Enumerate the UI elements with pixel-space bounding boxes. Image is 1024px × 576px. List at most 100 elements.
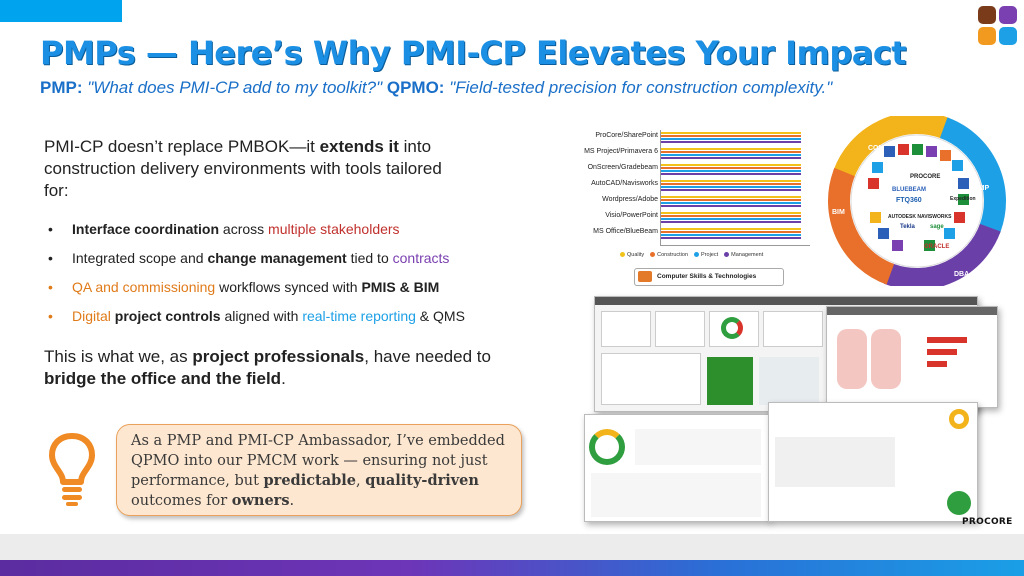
top-accent-tab bbox=[0, 0, 122, 22]
skills-chart-bar bbox=[661, 228, 801, 231]
callout-emphasis-1: predictable bbox=[263, 472, 356, 489]
skills-chart-bar bbox=[661, 196, 801, 199]
donut-chart-icon bbox=[589, 429, 625, 465]
closing-text-1: This is what we, as bbox=[44, 347, 193, 366]
slide-subtitle: PMP: "What does PMI-CP add to my toolkit… bbox=[40, 78, 832, 98]
skills-chart-category-label: Wordpress/Adobe bbox=[602, 196, 658, 203]
skills-chart-bar bbox=[661, 205, 801, 208]
callout-text-1: As a PMP and PMI-CP Ambassador, I’ve emb… bbox=[131, 433, 505, 489]
bullet-marker: • bbox=[48, 250, 53, 266]
intro-paragraph: PMI-CP doesn’t replace PMBOK—it extends … bbox=[44, 136, 464, 202]
bullet-bold: project controls bbox=[114, 308, 221, 324]
schedule-dashboard-screenshot bbox=[768, 402, 978, 522]
bullet-text: workflows synced with bbox=[215, 279, 362, 295]
toolbox-icon bbox=[638, 271, 652, 282]
bullet-bold: PMIS & BIM bbox=[361, 279, 440, 295]
wheel-segment-label: PMP bbox=[974, 185, 990, 192]
legend-label: Management bbox=[731, 252, 764, 258]
legend-label: Quality bbox=[627, 252, 645, 258]
callout-emphasis-2: quality-driven bbox=[365, 472, 479, 489]
skills-chart-category-label: MS Project/Primavera 6 bbox=[584, 148, 658, 155]
callout-text-4: . bbox=[289, 493, 295, 509]
bullet-text: aligned with bbox=[220, 308, 303, 324]
logo-square-orange bbox=[978, 27, 996, 45]
qpmo-quote: "Field-tested precision for construction… bbox=[449, 78, 833, 97]
wheel-segment-label: DBA bbox=[954, 271, 969, 278]
dashboard-tile bbox=[763, 311, 823, 347]
bullet-marker: • bbox=[48, 221, 53, 237]
capability-bullet-list: • Interface coordination across multiple… bbox=[48, 220, 568, 336]
skills-chart-plot bbox=[660, 130, 810, 246]
bullet-text: Integrated scope and bbox=[72, 250, 208, 266]
bullet-item-scope: • Integrated scope and change management… bbox=[48, 249, 568, 278]
dashboard-header bbox=[595, 297, 977, 305]
pmp-label: PMP: bbox=[40, 78, 83, 97]
intro-text-2: into construction delivery environments … bbox=[44, 137, 442, 200]
bullet-bold: change management bbox=[207, 250, 347, 266]
insights-dashboard-screenshot bbox=[584, 414, 770, 522]
lightbulb-icon bbox=[49, 433, 95, 506]
wheel-tool-label: BLUEBEAM bbox=[892, 187, 926, 193]
footer-band bbox=[0, 534, 1024, 560]
skills-chart-category-label: Visio/PowerPoint bbox=[605, 212, 658, 219]
bar-mark bbox=[927, 349, 957, 355]
logo-square-purple bbox=[999, 6, 1017, 24]
bar-mark bbox=[927, 361, 947, 367]
skills-chart-bar bbox=[661, 180, 801, 183]
bullet-highlight: real-time reporting bbox=[302, 308, 416, 324]
brand-logo-icon bbox=[978, 6, 1018, 46]
closing-emphasis-1: project professionals bbox=[192, 347, 365, 366]
dashboard-header bbox=[827, 307, 997, 315]
skills-chart-bar bbox=[661, 138, 801, 141]
callout-emphasis-3: owners bbox=[231, 492, 290, 509]
skills-chart-bar bbox=[661, 167, 801, 170]
pmp-quote: "What does PMI-CP add to my toolkit?" bbox=[87, 78, 383, 97]
legend-swatch bbox=[694, 252, 700, 258]
bullet-highlight: QA and commissioning bbox=[72, 279, 216, 295]
treemap-block bbox=[707, 357, 753, 405]
procore-logo: PROCORE bbox=[962, 517, 1013, 527]
skills-chart-bar bbox=[661, 202, 801, 205]
intro-emphasis: extends it bbox=[319, 137, 399, 156]
donut-chart-icon bbox=[949, 409, 969, 429]
legend-label: Construction bbox=[657, 252, 689, 258]
legend-label: Project bbox=[701, 252, 719, 258]
closing-paragraph: This is what we, as project professional… bbox=[44, 346, 514, 390]
footer-gradient-bar bbox=[0, 560, 1024, 576]
closing-emphasis-2: bridge the office and the field bbox=[44, 369, 282, 388]
skills-chart-bar bbox=[661, 164, 801, 167]
dashboard-chart-panel bbox=[635, 429, 761, 465]
skills-chart-bar bbox=[661, 183, 801, 186]
body-figure-graphic bbox=[837, 329, 867, 389]
wheel-segment-label: BIM bbox=[832, 209, 845, 216]
intro-text-1: PMI-CP doesn’t replace PMBOK—it bbox=[44, 137, 320, 156]
skills-chart-legend: Quality Construction Project Management bbox=[614, 252, 814, 262]
tools-wheel-graphic: PROCORE BLUEBEAM FTQ360 AUTODESK NAVISWO… bbox=[828, 116, 1006, 286]
bullet-highlight: Digital bbox=[72, 308, 115, 324]
skills-chart-bar bbox=[661, 221, 801, 224]
skills-chart-bar bbox=[661, 170, 801, 173]
skills-chart-category-label: OnScreen/Gradebeam bbox=[587, 164, 658, 171]
wheel-tool-label: PROCORE bbox=[910, 174, 940, 180]
skills-chart-category-label: ProCore/SharePoint bbox=[595, 132, 658, 139]
bullet-bold: Interface coordination bbox=[72, 221, 220, 237]
skills-chart-bar bbox=[661, 154, 801, 157]
skills-chart-bar bbox=[661, 151, 801, 154]
bullet-item-interface: • Interface coordination across multiple… bbox=[48, 220, 568, 249]
closing-text-2: , have needed to bbox=[364, 347, 491, 366]
skills-chart-bar bbox=[661, 212, 801, 215]
donut-chart-icon bbox=[721, 317, 743, 339]
table-panel bbox=[775, 437, 895, 487]
pie-chart-icon bbox=[947, 491, 971, 515]
wheel-tool-label: FTQ360 bbox=[896, 197, 922, 204]
bullet-highlight: contracts bbox=[392, 250, 450, 266]
wheel-tool-label: sage bbox=[930, 224, 944, 230]
wheel-tool-label: Tekla bbox=[900, 224, 916, 230]
dashboard-chart-panel bbox=[601, 353, 701, 405]
bullet-text: tied to bbox=[346, 250, 393, 266]
bullet-item-qa: • QA and commissioning workflows synced … bbox=[48, 278, 568, 307]
callout-text-2: , bbox=[356, 473, 366, 489]
skills-chart-bar bbox=[661, 231, 801, 234]
qpmo-label: QPMO: bbox=[386, 78, 445, 97]
skills-chart-bar bbox=[661, 141, 801, 144]
